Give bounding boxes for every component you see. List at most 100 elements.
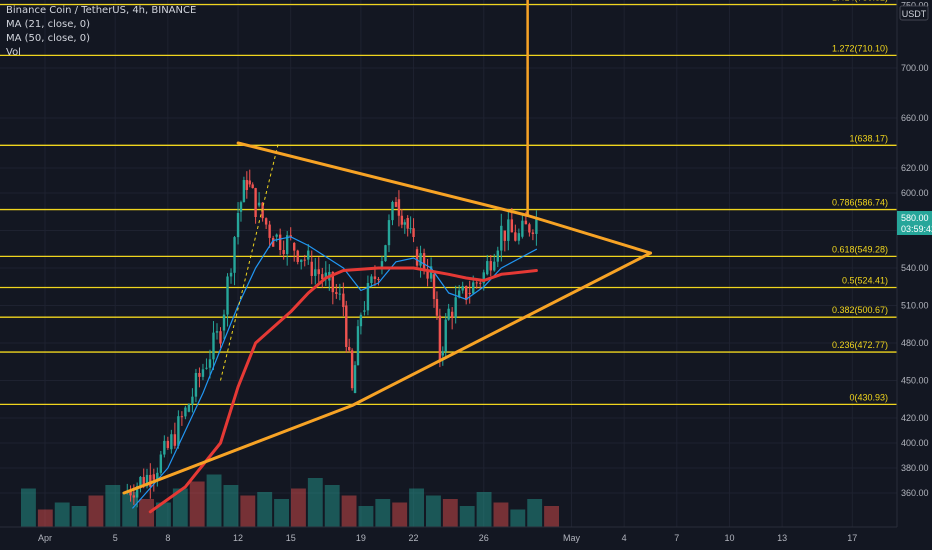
ma50-label[interactable]: MA (50, close, 0): [6, 33, 91, 44]
candle-body: [535, 217, 538, 234]
candle-body: [257, 202, 261, 206]
candle-body: [441, 351, 444, 356]
volume-bar: [392, 502, 408, 527]
volume-bar: [307, 478, 323, 527]
candle-body: [472, 282, 475, 294]
volume-bar: [206, 474, 222, 527]
time-tick-label: 19: [356, 533, 366, 543]
candle-body: [226, 276, 229, 315]
volume-bar: [375, 499, 391, 527]
candle-body: [198, 372, 201, 377]
candle-body: [233, 237, 236, 273]
candle-body: [215, 331, 219, 333]
candle-body: [514, 232, 517, 241]
volume-bar: [189, 481, 205, 527]
time-axis: [0, 527, 932, 550]
volume-label[interactable]: Vol: [6, 47, 21, 58]
candle-body: [245, 180, 249, 191]
volume-bar: [274, 499, 289, 527]
candle-body: [521, 220, 524, 237]
price-tick-label: 450.00: [901, 376, 929, 386]
price-tick-label: 510.00: [901, 301, 929, 311]
volume-bar: [223, 485, 239, 527]
price-tick-label: 380.00: [901, 463, 929, 473]
candle-body: [475, 282, 478, 284]
symbol-title[interactable]: Binance Coin / TetherUS, 4h, BINANCE: [6, 5, 197, 16]
candle-body: [359, 314, 363, 327]
candle-body: [391, 201, 394, 221]
candle-body: [409, 228, 412, 230]
price-tick-label: 620.00: [901, 163, 929, 173]
price-tick-label: 420.00: [901, 413, 929, 423]
fib-level-label: 0.236(472.77): [832, 340, 888, 350]
candle-body: [166, 440, 170, 448]
candle-body: [300, 259, 303, 262]
candle-countdown: 03:59:42: [901, 224, 932, 234]
candle-body: [242, 180, 246, 203]
candle-body: [406, 218, 409, 229]
time-tick-label: 5: [113, 533, 118, 543]
time-tick-label: 12: [233, 533, 243, 543]
candle-body: [163, 440, 166, 455]
candle-body: [324, 272, 327, 280]
currency-button[interactable]: [899, 5, 929, 21]
candle-body: [426, 270, 429, 279]
candle-body: [493, 261, 496, 271]
volume-bar: [54, 502, 70, 527]
candle-body: [307, 250, 310, 260]
candle-body: [479, 282, 482, 284]
ma21-label[interactable]: MA (21, close, 0): [6, 19, 91, 30]
candle-body: [444, 319, 447, 352]
price-tick-label: 360.00: [901, 488, 929, 498]
volume-bar: [139, 499, 154, 527]
candle-body: [366, 283, 370, 311]
candle-body: [394, 201, 398, 207]
fib-level-label: 0.786(586.74): [832, 198, 888, 208]
candle-body: [377, 279, 380, 281]
candle-body: [187, 404, 191, 412]
fib-level-label: 1.272(710.10): [832, 43, 888, 53]
fib-level-label: 0.5(524.41): [842, 275, 888, 285]
candle-body: [156, 472, 159, 480]
volume-bar: [71, 506, 87, 527]
candle-body: [415, 249, 419, 266]
volume-bar: [459, 506, 475, 527]
time-tick-label: May: [563, 533, 581, 543]
candle-body: [184, 407, 187, 417]
candle-body: [528, 224, 531, 233]
ma50-line: [148, 266, 538, 514]
legend: Binance Coin / TetherUS, 4h, BINANCE MA …: [6, 4, 196, 60]
candle-body: [380, 261, 384, 268]
time-tick-label: 13: [777, 533, 787, 543]
volume-bar: [358, 506, 374, 527]
candle-body: [387, 220, 391, 246]
candle-body: [170, 434, 173, 450]
price-tick-label: 600.00: [901, 188, 929, 198]
time-tick-label: 10: [724, 533, 734, 543]
candle-body: [338, 293, 342, 295]
volume-bar: [341, 495, 357, 527]
candle-body: [191, 396, 194, 405]
time-tick-label: 8: [165, 533, 170, 543]
candle-body: [370, 276, 373, 284]
volume-bar: [88, 495, 104, 527]
candle-body: [310, 261, 313, 276]
currency-label[interactable]: USDT: [902, 9, 927, 19]
candle-body: [350, 350, 354, 389]
candle-body: [239, 202, 243, 212]
volume-bar: [493, 502, 509, 527]
candle-body: [500, 225, 503, 251]
candle-body: [335, 292, 338, 294]
candle-body: [461, 286, 464, 291]
candle-body: [236, 212, 240, 238]
candle-body: [177, 416, 180, 446]
candle-body: [219, 331, 222, 344]
candle-body: [422, 253, 426, 271]
candle-body: [289, 235, 292, 238]
candle-body: [507, 219, 510, 241]
volume-bar: [510, 509, 526, 527]
price-axis: [897, 0, 932, 550]
candle-body: [397, 199, 401, 216]
